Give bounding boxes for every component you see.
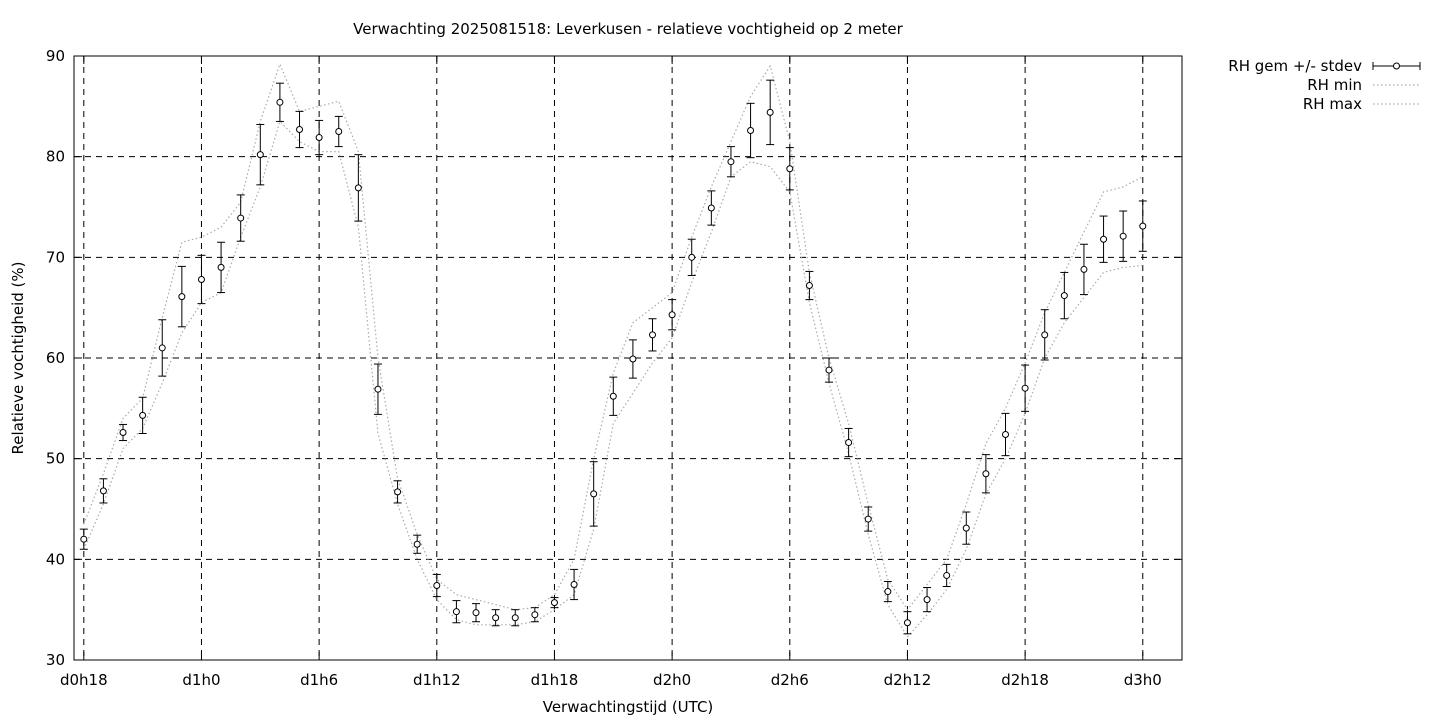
data-point — [531, 611, 539, 619]
y-tick-label: 30 — [46, 651, 65, 669]
y-axis-label: Relatieve vochtigheid (%) — [9, 261, 27, 454]
data-point — [80, 535, 88, 543]
data-point — [178, 293, 186, 301]
data-point — [99, 487, 107, 495]
legend-label: RH max — [1303, 95, 1362, 113]
data-point — [805, 282, 813, 290]
data-point — [197, 275, 205, 283]
y-tick-label: 90 — [46, 47, 65, 65]
data-point — [335, 128, 343, 135]
x-axis-label: Verwachtingstijd (UTC) — [543, 698, 714, 716]
legend-label: RH min — [1307, 76, 1362, 94]
x-tick-label: d1h12 — [413, 671, 461, 689]
data-point — [570, 581, 578, 588]
data-point — [825, 366, 833, 374]
legend-swatch-point — [1393, 62, 1400, 70]
data-point — [1060, 292, 1068, 300]
data-point — [256, 151, 264, 159]
data-point — [1080, 265, 1088, 273]
data-point — [668, 311, 676, 319]
data-point — [845, 439, 853, 447]
axis-ticks: 30 40 50 60 70 80 90 d0h18 d1h0 d1h6 d1h12 d1h18 d2h… — [46, 47, 1182, 689]
data-point — [982, 470, 990, 478]
x-tick-label: d0h18 — [60, 671, 108, 689]
data-point — [766, 108, 774, 116]
x-tick-label: d2h12 — [884, 671, 932, 689]
x-tick-label: d3h0 — [1124, 671, 1162, 689]
data-point — [903, 619, 911, 627]
data-point — [315, 134, 323, 142]
x-tick-label: d1h6 — [300, 671, 338, 689]
x-tick-label: d1h18 — [531, 671, 579, 689]
data-point — [296, 125, 304, 133]
data-point — [727, 158, 735, 166]
x-tick-label: d1h0 — [182, 671, 220, 689]
data-point — [707, 204, 715, 212]
data-point — [394, 488, 402, 496]
data-point — [374, 385, 382, 393]
data-point — [1119, 232, 1127, 240]
data-point — [354, 184, 362, 192]
data-point — [139, 411, 147, 419]
y-tick-label: 70 — [46, 248, 65, 266]
data-point — [629, 355, 637, 363]
data-point — [237, 214, 245, 222]
data-point — [433, 582, 441, 590]
data-point — [923, 596, 931, 604]
data-point — [1021, 384, 1029, 392]
legend-label: RH gem +/- stdev — [1228, 57, 1362, 75]
data-point — [1041, 331, 1049, 339]
data-point — [864, 515, 872, 523]
data-point — [962, 524, 970, 532]
y-tick-label: 50 — [46, 450, 65, 468]
data-point — [492, 614, 500, 622]
data-point — [688, 253, 696, 261]
data-point — [786, 165, 794, 173]
data-point — [217, 263, 225, 271]
data-point — [649, 331, 657, 339]
y-tick-label: 60 — [46, 349, 65, 367]
data-point — [1139, 222, 1147, 230]
series-layer — [79, 62, 1147, 638]
data-point — [550, 599, 558, 607]
data-point — [943, 571, 951, 579]
x-tick-label: d2h6 — [771, 671, 809, 689]
y-tick-label: 80 — [46, 148, 65, 166]
data-point — [609, 392, 617, 400]
data-point — [472, 609, 480, 617]
data-point — [747, 126, 755, 134]
data-point — [276, 98, 284, 106]
x-tick-label: d2h0 — [653, 671, 691, 689]
grid-lines — [74, 56, 1182, 660]
data-point — [413, 540, 421, 548]
data-point — [1100, 235, 1108, 243]
data-point — [452, 608, 460, 616]
data-point — [590, 490, 598, 498]
data-point — [511, 614, 519, 622]
x-tick-label: d2h18 — [1001, 671, 1049, 689]
chart-title: Verwachting 2025081518: Leverkusen - rel… — [353, 20, 904, 38]
data-point — [158, 344, 166, 352]
data-point — [119, 428, 127, 436]
data-point — [884, 588, 892, 596]
data-point — [1002, 431, 1010, 439]
y-tick-label: 40 — [46, 550, 65, 568]
